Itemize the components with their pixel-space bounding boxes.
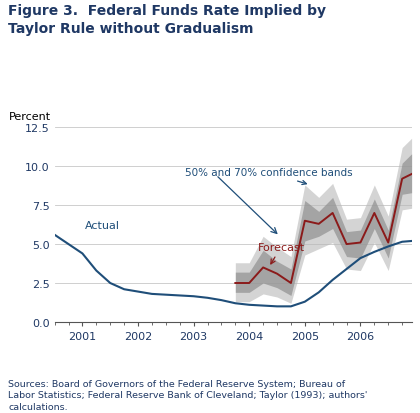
- Text: 50% and 70% confidence bands: 50% and 70% confidence bands: [185, 168, 353, 185]
- Text: Percent: Percent: [8, 112, 50, 122]
- Text: Sources: Board of Governors of the Federal Reserve System; Bureau of
Labor Stati: Sources: Board of Governors of the Feder…: [8, 379, 368, 411]
- Text: Actual: Actual: [85, 221, 120, 230]
- Text: Forecast: Forecast: [257, 242, 304, 264]
- Text: Figure 3.  Federal Funds Rate Implied by
Taylor Rule without Gradualism: Figure 3. Federal Funds Rate Implied by …: [8, 4, 326, 36]
